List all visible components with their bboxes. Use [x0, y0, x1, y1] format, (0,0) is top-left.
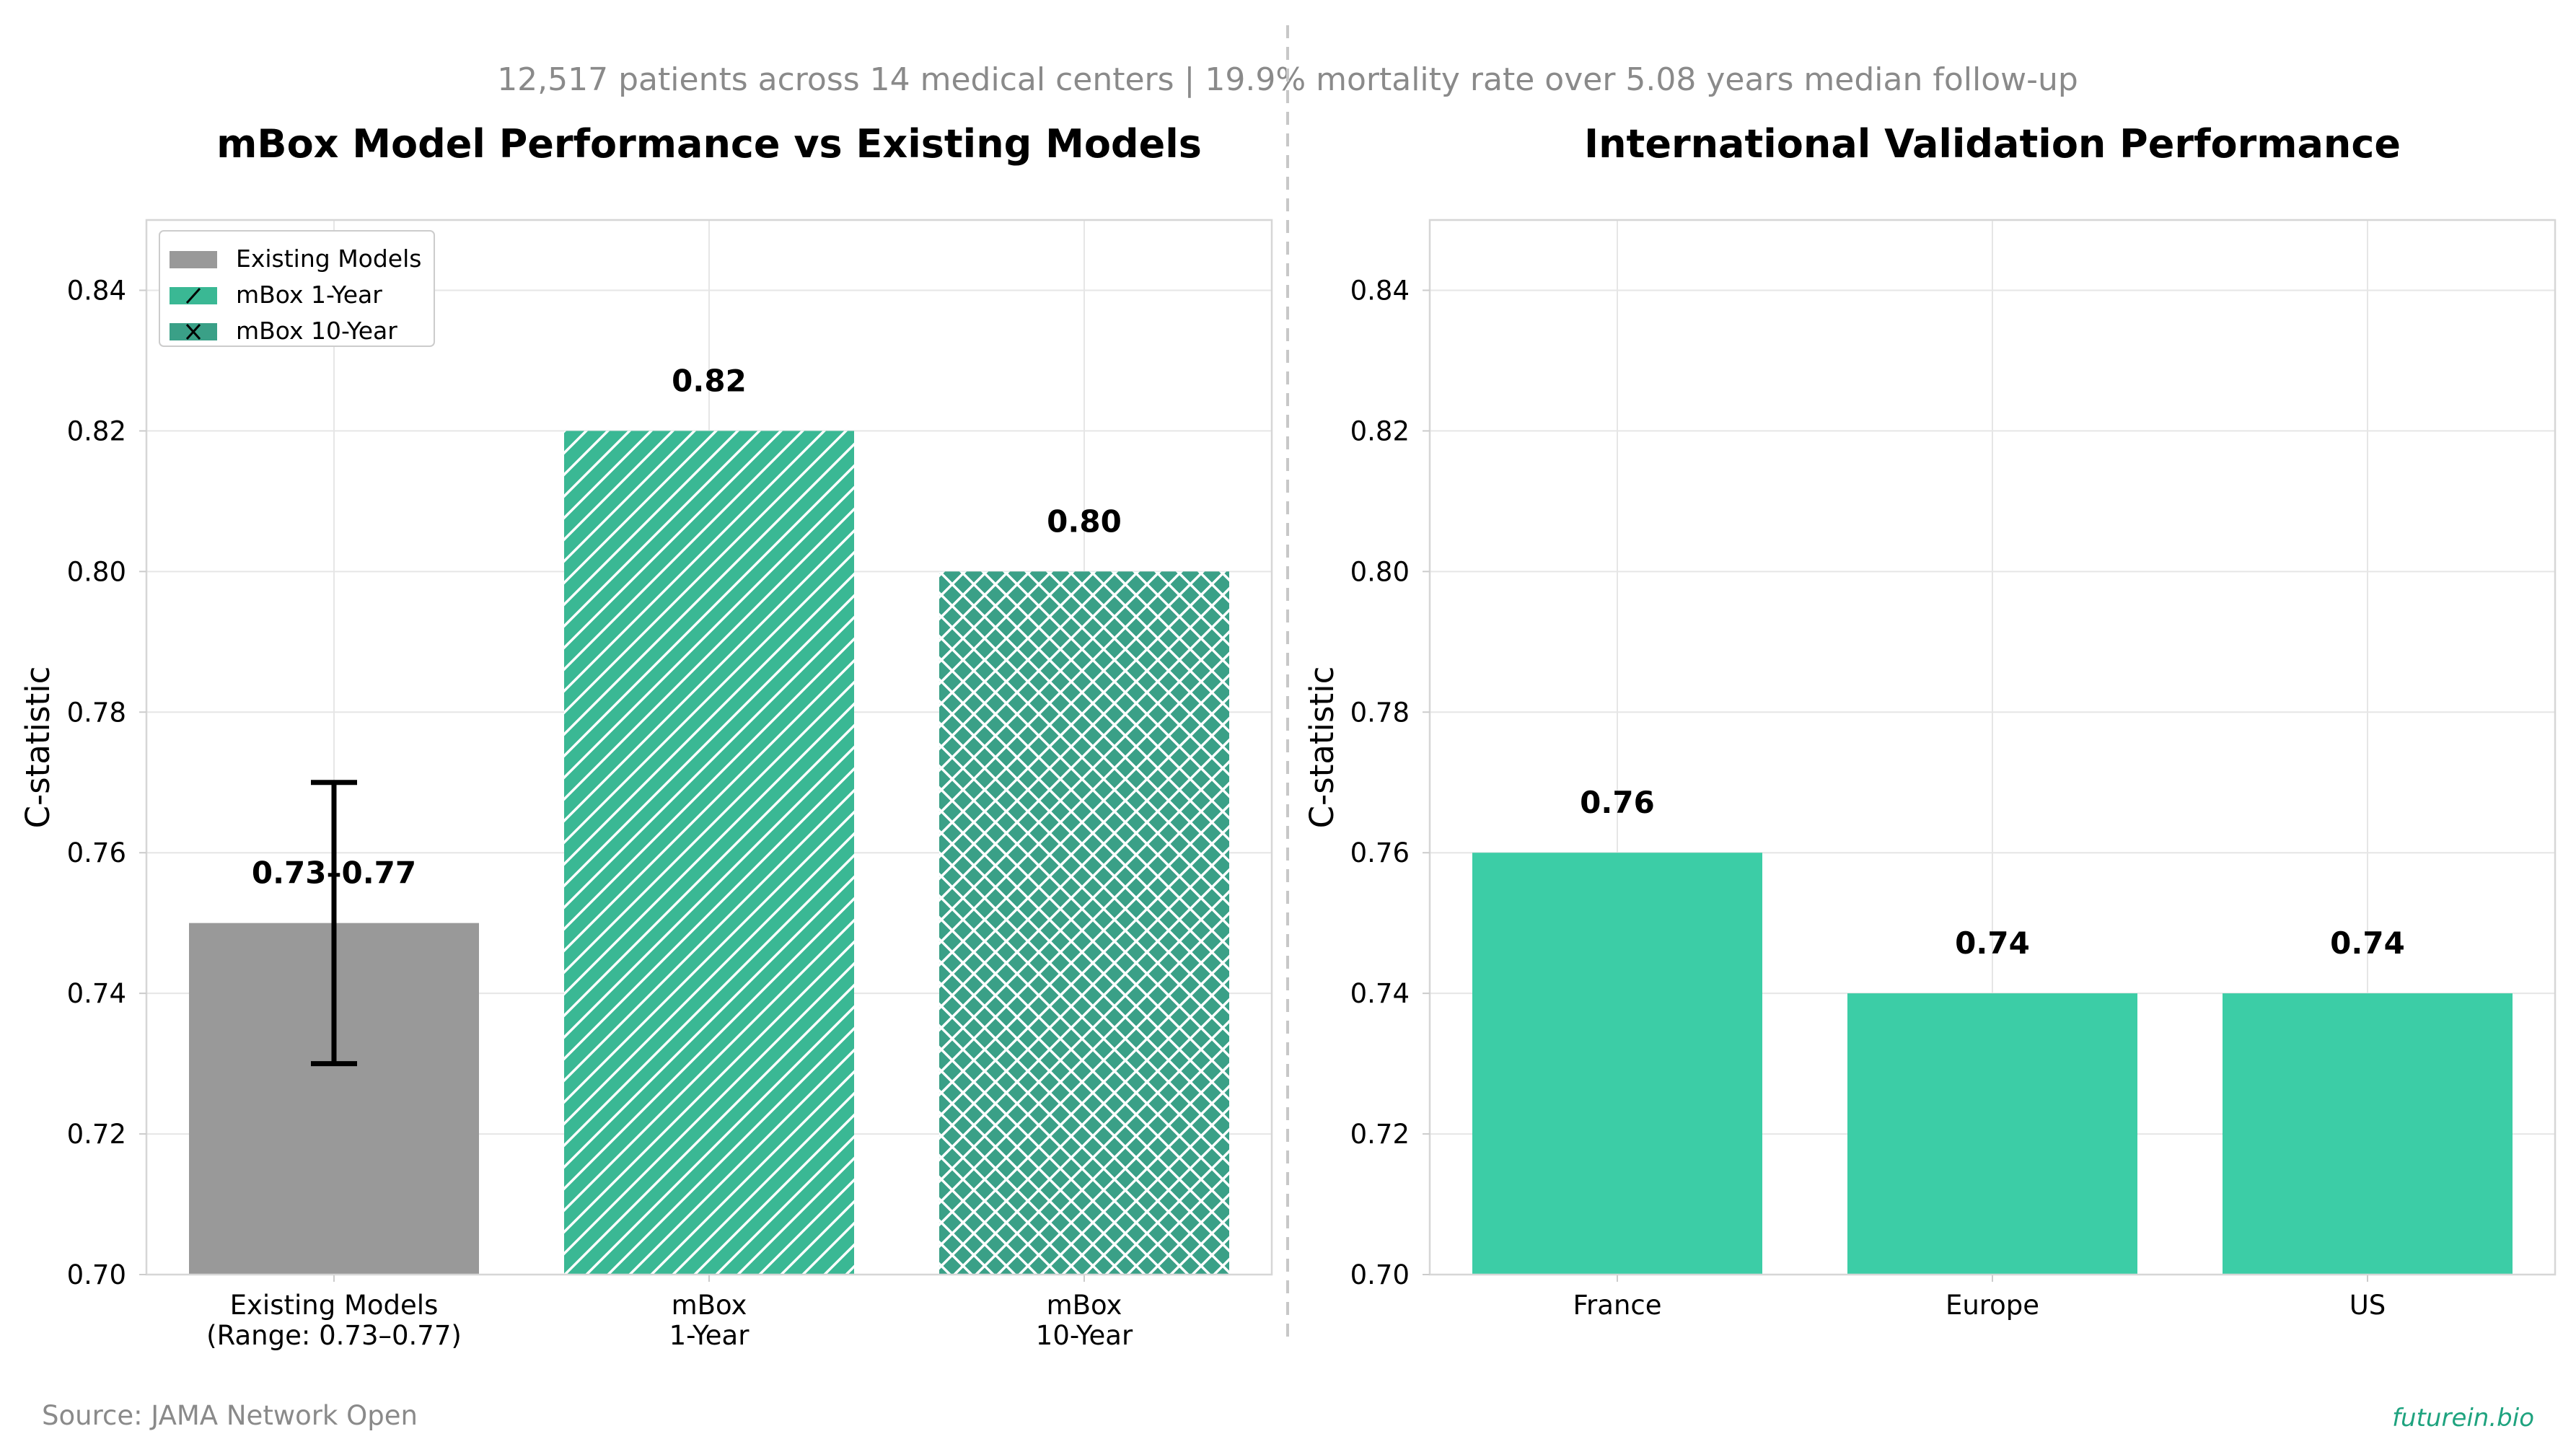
- x-tick-label: Existing Models: [230, 1290, 439, 1321]
- legend-label: mBox 10-Year: [236, 317, 397, 345]
- chart-title: International Validation Performance: [1584, 121, 2401, 167]
- legend: Existing Models mBox 1-Year mBox 10-Year: [159, 230, 435, 347]
- legend-box: [159, 230, 435, 347]
- data-label: 0.82: [672, 363, 747, 398]
- data-label: 0.80: [1047, 503, 1122, 539]
- y-tick-label: 0.84: [67, 275, 126, 306]
- bar: [2223, 993, 2513, 1275]
- x-tick-label: 10-Year: [1036, 1320, 1133, 1351]
- legend-swatch: [170, 251, 217, 268]
- y-axis-label: C-statistic: [1303, 666, 1341, 829]
- data-label: 0.76: [1580, 785, 1655, 820]
- bar-hatch: [939, 571, 1229, 1275]
- y-tick-label: 0.72: [67, 1119, 126, 1150]
- x-tick-label: US: [2349, 1290, 2386, 1321]
- legend-swatch-hatch: [185, 323, 201, 340]
- bar: [1847, 993, 2137, 1275]
- data-label: 0.74: [1955, 925, 2030, 961]
- plot-frame: [145, 219, 1273, 1276]
- y-tick-label: 0.78: [67, 697, 126, 728]
- x-tick-label: France: [1573, 1290, 1661, 1321]
- legend-swatch-hatch: [185, 287, 201, 304]
- x-tick-label: mBox: [1047, 1290, 1122, 1321]
- y-tick-label: 0.82: [67, 415, 126, 446]
- x-tick-label: (Range: 0.73–0.77): [206, 1320, 462, 1351]
- y-tick-label: 0.70: [67, 1259, 126, 1290]
- y-tick-label: 0.76: [1350, 837, 1410, 868]
- bar: [1472, 853, 1762, 1275]
- x-tick-label: 1-Year: [669, 1320, 750, 1351]
- brand-label: futurein.bio: [2392, 1404, 2534, 1433]
- plot-frame: [1428, 219, 2557, 1276]
- source-note: Source: JAMA Network Open: [42, 1400, 418, 1431]
- y-tick-label: 0.82: [1350, 415, 1410, 446]
- data-label: 0.74: [2330, 925, 2405, 961]
- chart-title: mBox Model Performance vs Existing Model…: [216, 121, 1202, 167]
- y-axis-label: C-statistic: [19, 666, 57, 829]
- y-tick-label: 0.80: [1350, 556, 1410, 587]
- x-tick-label: mBox: [672, 1290, 747, 1321]
- y-tick-label: 0.78: [1350, 697, 1410, 728]
- y-tick-label: 0.76: [67, 837, 126, 868]
- y-tick-label: 0.70: [1350, 1259, 1410, 1290]
- y-tick-label: 0.80: [67, 556, 126, 587]
- x-tick-label: Europe: [1946, 1290, 2039, 1321]
- y-tick-label: 0.72: [1350, 1119, 1410, 1150]
- international-validation-chart: 0.76 France 0.74 Europe 0.74 US 0.70 0.72 0.74 0.…: [1303, 121, 2557, 1321]
- y-tick-label: 0.74: [67, 978, 126, 1009]
- data-label: 0.73–0.77: [252, 855, 416, 891]
- y-tick-label: 0.84: [1350, 275, 1410, 306]
- y-tick-label: 0.74: [1350, 978, 1410, 1009]
- legend-label: mBox 1-Year: [236, 281, 382, 309]
- legend-label: Existing Models: [236, 245, 421, 273]
- bar-hatch: [564, 431, 854, 1275]
